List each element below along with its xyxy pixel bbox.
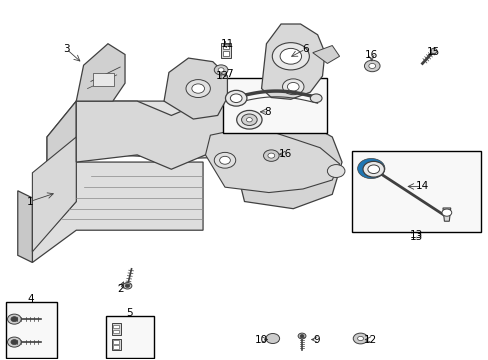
Polygon shape bbox=[18, 191, 32, 262]
Bar bbox=[112, 323, 121, 335]
Polygon shape bbox=[47, 101, 76, 234]
Polygon shape bbox=[312, 45, 339, 63]
Circle shape bbox=[287, 82, 299, 91]
Circle shape bbox=[367, 165, 379, 174]
Circle shape bbox=[123, 283, 132, 289]
Bar bbox=[113, 325, 119, 328]
Circle shape bbox=[11, 317, 18, 321]
Polygon shape bbox=[32, 162, 203, 262]
Polygon shape bbox=[47, 101, 293, 162]
Text: 13: 13 bbox=[409, 232, 423, 242]
Circle shape bbox=[300, 334, 304, 337]
Bar bbox=[112, 339, 121, 350]
Text: 13: 13 bbox=[409, 230, 423, 239]
Circle shape bbox=[327, 165, 344, 177]
Circle shape bbox=[429, 48, 436, 53]
Bar bbox=[351, 151, 480, 232]
Circle shape bbox=[368, 63, 375, 68]
Text: 3: 3 bbox=[63, 44, 70, 54]
Text: 8: 8 bbox=[264, 107, 271, 117]
Bar bbox=[5, 302, 57, 357]
Text: 7: 7 bbox=[225, 69, 232, 79]
Polygon shape bbox=[163, 58, 227, 119]
Circle shape bbox=[364, 60, 379, 72]
Circle shape bbox=[263, 150, 279, 161]
Polygon shape bbox=[442, 208, 450, 221]
Circle shape bbox=[280, 48, 301, 64]
Text: 10: 10 bbox=[254, 334, 267, 345]
Circle shape bbox=[357, 336, 363, 341]
Text: 4: 4 bbox=[27, 294, 34, 304]
Bar bbox=[113, 340, 119, 344]
Circle shape bbox=[230, 94, 242, 103]
Bar bbox=[222, 44, 229, 49]
Text: 11: 11 bbox=[221, 39, 234, 49]
Circle shape bbox=[310, 94, 322, 103]
Polygon shape bbox=[76, 44, 125, 101]
Bar bbox=[113, 345, 119, 348]
Polygon shape bbox=[205, 128, 339, 193]
Circle shape bbox=[265, 333, 279, 343]
Circle shape bbox=[7, 314, 21, 324]
Bar bbox=[222, 78, 327, 134]
Text: 16: 16 bbox=[278, 149, 291, 159]
Text: 2: 2 bbox=[117, 284, 123, 294]
Polygon shape bbox=[267, 336, 277, 341]
Circle shape bbox=[236, 111, 262, 129]
Circle shape bbox=[125, 284, 129, 287]
Text: 15: 15 bbox=[426, 46, 439, 57]
Circle shape bbox=[214, 65, 227, 75]
Circle shape bbox=[185, 80, 210, 98]
Polygon shape bbox=[76, 101, 283, 169]
Text: 5: 5 bbox=[126, 309, 133, 318]
Circle shape bbox=[241, 114, 257, 126]
Circle shape bbox=[267, 153, 274, 158]
Polygon shape bbox=[261, 24, 325, 99]
Polygon shape bbox=[32, 137, 76, 252]
Text: 16: 16 bbox=[364, 50, 377, 60]
Text: 9: 9 bbox=[313, 334, 319, 345]
Text: 1: 1 bbox=[26, 197, 33, 207]
Bar bbox=[222, 51, 229, 56]
Text: 14: 14 bbox=[415, 181, 428, 192]
Circle shape bbox=[214, 152, 235, 168]
Circle shape bbox=[225, 90, 246, 106]
Circle shape bbox=[219, 156, 230, 164]
Circle shape bbox=[357, 158, 384, 179]
Circle shape bbox=[7, 337, 21, 347]
Circle shape bbox=[282, 79, 304, 95]
Circle shape bbox=[11, 339, 18, 345]
Bar bbox=[113, 329, 119, 333]
Circle shape bbox=[191, 84, 204, 93]
Circle shape bbox=[246, 118, 252, 122]
Bar bbox=[221, 43, 230, 58]
Circle shape bbox=[352, 333, 367, 344]
Text: 12: 12 bbox=[216, 71, 229, 81]
Circle shape bbox=[298, 333, 305, 339]
Circle shape bbox=[362, 161, 384, 177]
Bar bbox=[93, 73, 114, 86]
Polygon shape bbox=[234, 116, 341, 209]
Circle shape bbox=[441, 209, 451, 216]
Bar bbox=[105, 316, 154, 357]
Circle shape bbox=[218, 68, 224, 72]
Circle shape bbox=[272, 42, 309, 70]
Text: 12: 12 bbox=[363, 334, 376, 345]
Text: 6: 6 bbox=[302, 44, 308, 54]
